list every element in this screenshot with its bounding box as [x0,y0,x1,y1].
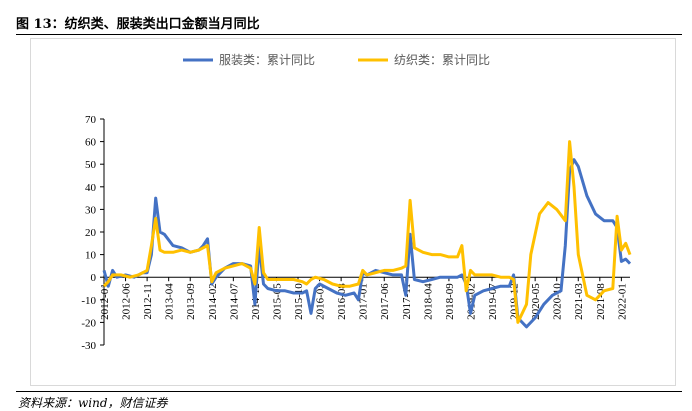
x-tick-label: 2015-05 [271,283,283,320]
figure-title: 图 13：纺织类、服装类出口金额当月同比 [16,17,260,32]
x-tick-label: 2018-09 [444,283,456,320]
plot-series [102,140,632,329]
legend-label: 纺织类：累计同比 [394,53,490,67]
x-tick-label: 2017-06 [379,283,391,320]
x-tick-label: 2013-04 [164,283,176,320]
legend: 服装类：累计同比 纺织类：累计同比 [183,53,490,67]
legend-label: 服装类：累计同比 [219,53,315,67]
x-tick-label: 2021-08 [595,283,607,320]
y-tick-label: 70 [85,114,97,126]
x-tick-label: 2022-01 [616,283,628,320]
x-tick-label: 2015-10 [293,283,305,320]
x-tick-label: 2012-11 [142,283,154,319]
x-tick-label: 2014-02 [207,283,219,320]
bottom-rule [16,391,682,392]
y-axis: -30 -20 -10 0 10 20 30 40 50 60 70 [81,114,105,352]
x-tick-label: 2014-07 [228,283,240,320]
x-tick-label: 2012-06 [121,283,133,320]
x-axis: 2012-01 2012-06 2012-11 2013-04 2013-09 2014-… [99,276,630,320]
x-tick-label: 2013-09 [185,283,197,320]
x-tick-label: 2019-07 [487,283,499,320]
y-tick-label: 0 [91,272,97,284]
y-tick-label: 50 [85,159,97,171]
y-tick-label: 40 [85,182,97,194]
x-tick-label: 2021-03 [573,283,585,320]
y-tick-label: -10 [81,295,96,307]
chart-frame [30,38,676,386]
y-tick-label: 60 [85,137,97,149]
figure-header: 图 13：纺织类、服装类出口金额当月同比 [0,0,692,34]
x-tick-label: 2012-01 [99,283,111,320]
top-rule [16,34,682,35]
y-tick-label: -20 [81,317,96,329]
x-tick-label: 2016-08 [336,283,348,320]
x-tick-label: 2016-03 [315,283,327,320]
x-tick-label: 2018-04 [422,283,434,320]
series-line-2 [102,140,632,324]
y-tick-label: 30 [85,204,97,216]
y-tick-label: 10 [85,250,97,262]
y-tick-label: -30 [81,340,96,352]
y-tick-label: 20 [85,227,97,239]
